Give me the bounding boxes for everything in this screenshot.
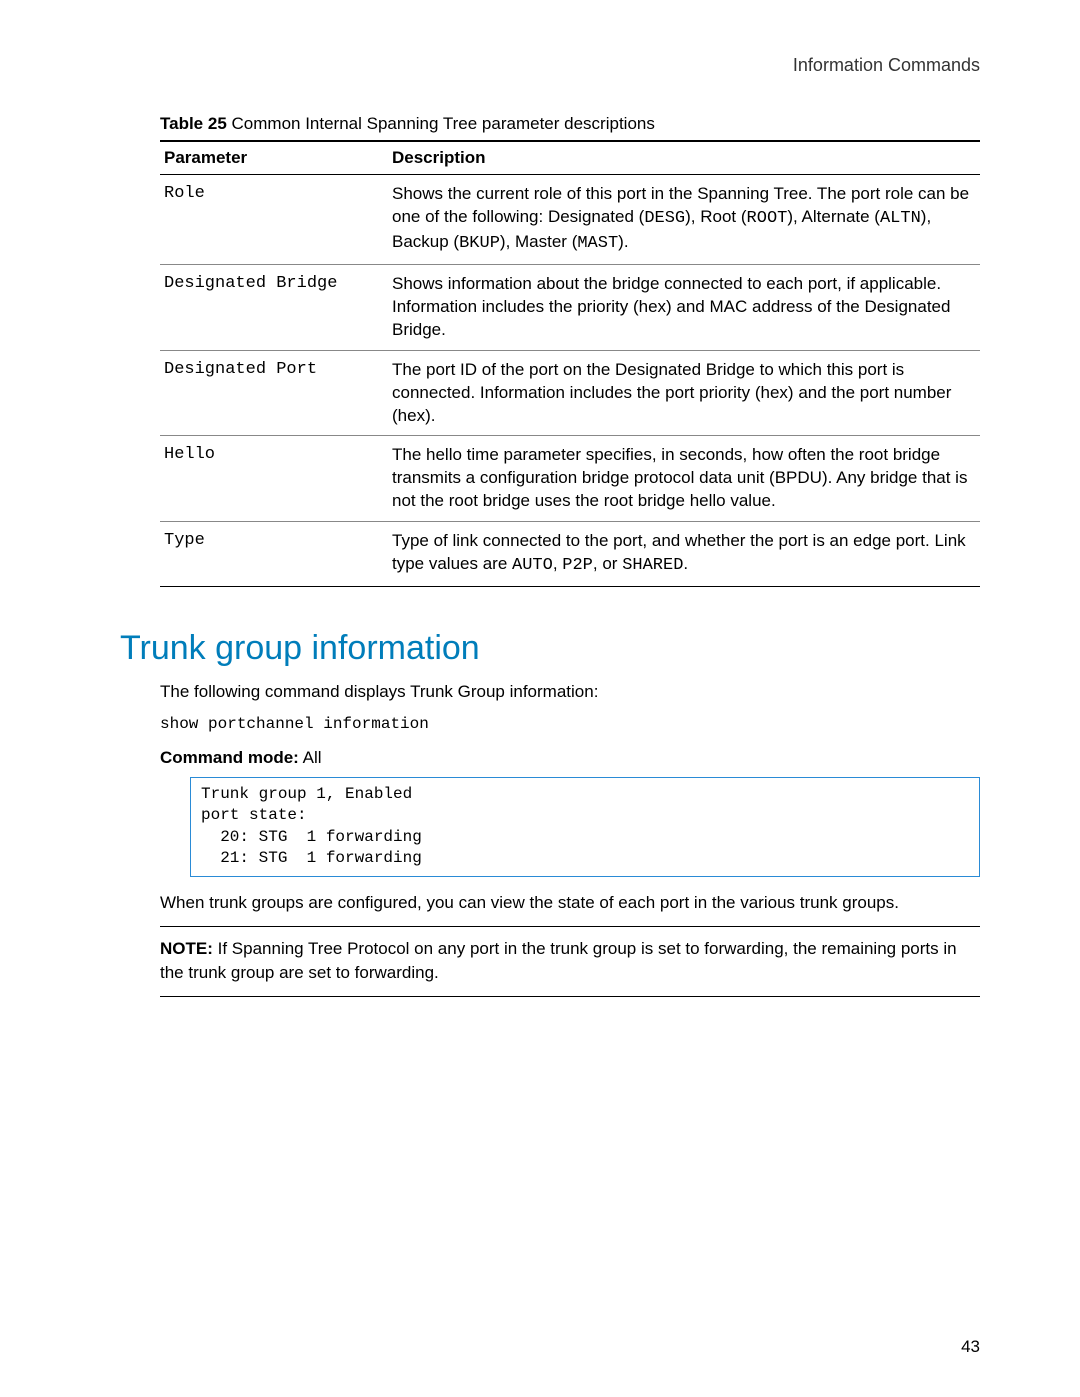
param-desc: The hello time parameter specifies, in s… bbox=[388, 436, 980, 522]
param-desc: Shows information about the bridge conne… bbox=[388, 264, 980, 350]
table-row: Role Shows the current role of this port… bbox=[160, 175, 980, 265]
param-name: Designated Port bbox=[160, 350, 388, 436]
param-desc: Shows the current role of this port in t… bbox=[388, 175, 980, 265]
divider bbox=[160, 926, 980, 927]
parameter-table: Parameter Description Role Shows the cur… bbox=[160, 140, 980, 587]
col-header-description: Description bbox=[388, 141, 980, 175]
code-output-box: Trunk group 1, Enabled port state: 20: S… bbox=[190, 777, 980, 877]
command-text: show portchannel information bbox=[160, 713, 980, 736]
table-row: Designated Bridge Shows information abou… bbox=[160, 264, 980, 350]
section-body: The following command displays Trunk Gro… bbox=[160, 680, 980, 915]
param-name: Designated Bridge bbox=[160, 264, 388, 350]
page-number: 43 bbox=[961, 1337, 980, 1357]
note-label: NOTE: bbox=[160, 939, 213, 958]
note-block: NOTE: If Spanning Tree Protocol on any p… bbox=[160, 937, 980, 986]
col-header-parameter: Parameter bbox=[160, 141, 388, 175]
param-name: Hello bbox=[160, 436, 388, 522]
note-text: If Spanning Tree Protocol on any port in… bbox=[160, 939, 957, 983]
table-caption: Table 25 Common Internal Spanning Tree p… bbox=[160, 114, 980, 134]
table-label: Table 25 bbox=[160, 114, 227, 133]
param-desc: The port ID of the port on the Designate… bbox=[388, 350, 980, 436]
command-mode: Command mode: All bbox=[160, 746, 980, 771]
param-desc: Type of link connected to the port, and … bbox=[388, 522, 980, 587]
command-mode-value: All bbox=[299, 748, 322, 767]
param-name: Type bbox=[160, 522, 388, 587]
divider bbox=[160, 996, 980, 997]
table-header-row: Parameter Description bbox=[160, 141, 980, 175]
table-row: Hello The hello time parameter specifies… bbox=[160, 436, 980, 522]
page: Information Commands Table 25 Common Int… bbox=[0, 0, 1080, 1397]
header-section-title: Information Commands bbox=[120, 55, 980, 76]
section-heading: Trunk group information bbox=[120, 629, 980, 668]
intro-text: The following command displays Trunk Gro… bbox=[160, 680, 980, 705]
after-box-text: When trunk groups are configured, you ca… bbox=[160, 891, 980, 916]
table-caption-text: Common Internal Spanning Tree parameter … bbox=[232, 114, 655, 133]
table-row: Type Type of link connected to the port,… bbox=[160, 522, 980, 587]
command-mode-label: Command mode: bbox=[160, 748, 299, 767]
param-name: Role bbox=[160, 175, 388, 265]
table-row: Designated Port The port ID of the port … bbox=[160, 350, 980, 436]
